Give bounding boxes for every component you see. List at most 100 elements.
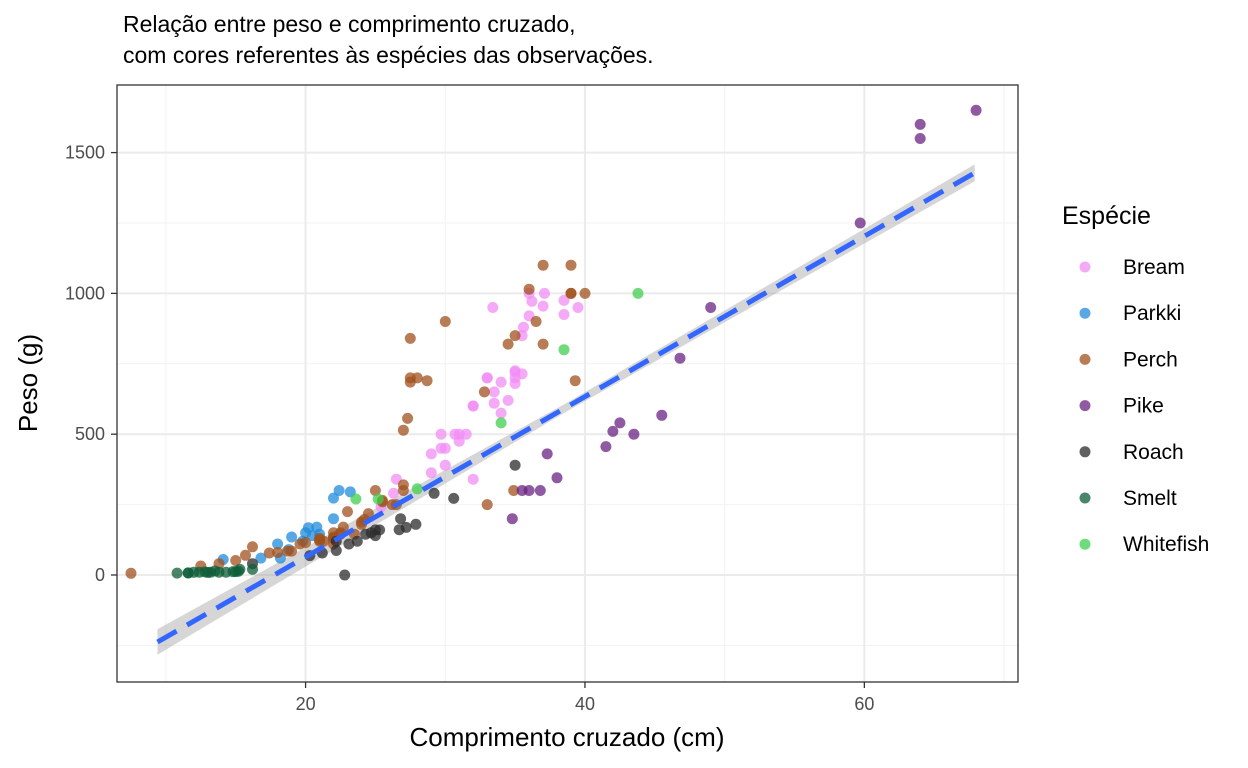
data-point-perch [523, 283, 535, 295]
data-point-perch [240, 549, 251, 561]
data-point-bream [481, 372, 493, 384]
data-point-roach [351, 535, 363, 547]
legend-label-parkki: Parkki [1123, 302, 1181, 325]
legend-key-roach [1079, 446, 1091, 458]
data-point-pike [914, 133, 926, 144]
data-point-perch [481, 499, 493, 511]
data-point-pike [674, 352, 686, 364]
data-point-perch [263, 547, 275, 559]
data-point-bream [467, 400, 479, 412]
legend-key-perch [1079, 353, 1091, 365]
series-bream [375, 287, 584, 513]
data-point-bream [467, 473, 479, 485]
data-point-roach [395, 513, 407, 525]
series-whitefish [350, 287, 644, 505]
data-point-perch [565, 259, 577, 271]
chart-title-line-2: com cores referentes às espécies das obs… [123, 42, 654, 68]
legend-key-pike [1079, 400, 1091, 412]
data-point-bream [558, 294, 570, 306]
legend-item-bream: Bream [1079, 256, 1185, 279]
data-point-perch [404, 332, 416, 344]
data-point-roach [343, 538, 355, 550]
data-point-perch [579, 287, 591, 299]
legend-item-parkki: Parkki [1079, 302, 1181, 325]
data-point-perch [439, 316, 451, 327]
data-point-pike [656, 409, 668, 421]
data-point-bream [518, 321, 529, 333]
data-point-pike [506, 513, 518, 525]
data-point-pike [614, 417, 626, 429]
data-point-pike [914, 118, 926, 130]
data-point-bream [460, 428, 472, 440]
data-point-roach [369, 524, 381, 536]
panel-frame [116, 84, 1019, 683]
data-point-whitefish [632, 287, 644, 299]
data-point-parkki [272, 538, 284, 550]
y-tick-label: 1500 [65, 143, 105, 163]
data-point-bream [526, 295, 538, 307]
legend-key-whitefish [1079, 538, 1091, 550]
data-point-pike [600, 441, 612, 453]
data-point-bream [488, 397, 500, 409]
data-point-smelt [171, 567, 183, 579]
data-point-smelt [247, 563, 258, 575]
data-point-perch [508, 485, 520, 496]
data-point-parkki [286, 531, 298, 543]
data-point-roach [428, 487, 440, 499]
data-point-bream [439, 442, 451, 454]
data-point-roach [330, 545, 342, 556]
legend-label-smelt: Smelt [1123, 487, 1177, 510]
data-point-perch [337, 521, 349, 533]
panel-border [116, 84, 1019, 683]
legend-label-perch: Perch [1123, 348, 1178, 371]
data-point-whitefish [411, 483, 423, 495]
chart-title-line-1: Relação entre peso e comprimento cruzado… [123, 11, 576, 37]
data-point-bream [425, 467, 437, 479]
legend-label-pike: Pike [1123, 395, 1164, 418]
data-point-smelt [234, 563, 246, 575]
data-point-pike [628, 428, 640, 440]
data-point-perch [537, 259, 549, 271]
data-point-perch [342, 506, 353, 518]
data-point-roach [410, 518, 422, 530]
panel-background [117, 85, 1018, 682]
data-point-bream [539, 287, 550, 299]
data-point-perch [569, 375, 581, 387]
legend-item-smelt: Smelt [1079, 487, 1177, 510]
legend-item-roach: Roach [1079, 441, 1184, 464]
series-roach [247, 459, 521, 581]
data-point-perch [537, 338, 549, 350]
data-point-perch [565, 287, 577, 299]
y-tick-label: 0 [95, 565, 105, 585]
x-tick-label: 40 [575, 694, 595, 714]
data-point-roach [448, 492, 460, 504]
data-point-perch [125, 567, 137, 579]
data-point-bream [558, 309, 570, 320]
data-point-perch [509, 330, 521, 342]
data-point-bream [572, 302, 584, 313]
legend-key-bream [1079, 261, 1091, 273]
data-point-pike [534, 485, 546, 496]
regression-line [156, 170, 976, 645]
data-point-perch [421, 375, 433, 387]
data-point-whitefish [495, 417, 507, 429]
data-point-bream [388, 487, 400, 499]
data-point-perch [397, 479, 409, 491]
data-point-perch [369, 485, 381, 496]
data-point-pike [551, 472, 563, 484]
data-point-pike [854, 217, 866, 229]
data-point-perch [478, 386, 490, 398]
data-point-whitefish [350, 493, 362, 505]
y-tick-label: 1000 [65, 283, 105, 303]
y-axis-title: Peso (g) [13, 334, 43, 432]
data-point-perch [397, 424, 409, 436]
data-point-bream [516, 368, 528, 380]
legend-label-roach: Roach [1123, 441, 1184, 464]
data-point-bream [435, 428, 447, 440]
data-point-whitefish [372, 493, 384, 505]
data-point-pike [541, 448, 553, 460]
data-point-bream [439, 459, 451, 471]
data-point-perch [272, 547, 284, 558]
data-point-bream [495, 407, 507, 419]
